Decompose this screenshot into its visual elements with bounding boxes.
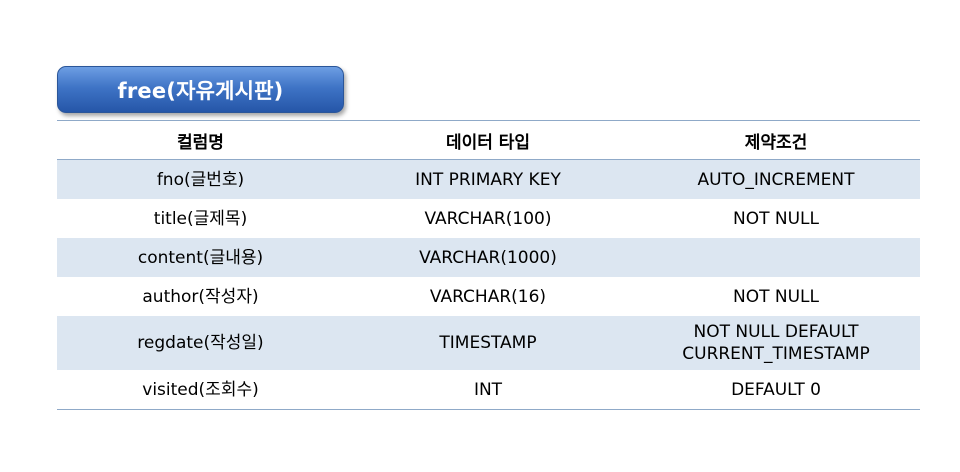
header-constraint: 제약조건: [632, 120, 920, 160]
table-row: fno(글번호) INT PRIMARY KEY AUTO_INCREMENT: [57, 159, 920, 199]
cell-column-name: title(글제목): [57, 199, 344, 238]
cell-constraint: DEFAULT 0: [632, 370, 920, 410]
cell-constraint: AUTO_INCREMENT: [632, 159, 920, 199]
header-row: 컬럼명 데이터 타입 제약조건: [57, 120, 920, 160]
cell-column-name: regdate(작성일): [57, 316, 344, 370]
table-title: free(자유게시판): [117, 78, 284, 103]
cell-data-type: VARCHAR(16): [344, 277, 632, 316]
cell-column-name: content(글내용): [57, 238, 344, 277]
table-title-banner: free(자유게시판): [57, 66, 344, 113]
constraint-line: AUTO_INCREMENT: [697, 169, 855, 190]
header-data-type: 데이터 타입: [344, 120, 632, 160]
cell-data-type: TIMESTAMP: [344, 316, 632, 370]
constraint-line: NOT NULL DEFAULT: [693, 322, 859, 342]
table-row: regdate(작성일) TIMESTAMP NOT NULL DEFAULT …: [57, 316, 920, 370]
table-row: author(작성자) VARCHAR(16) NOT NULL: [57, 277, 920, 316]
table-row: content(글내용) VARCHAR(1000): [57, 238, 920, 277]
cell-column-name: author(작성자): [57, 277, 344, 316]
table-row: visited(조회수) INT DEFAULT 0: [57, 370, 920, 410]
cell-data-type: VARCHAR(100): [344, 199, 632, 238]
cell-constraint: NOT NULL DEFAULT CURRENT_TIMESTAMP: [632, 316, 920, 370]
constraint-line: CURRENT_TIMESTAMP: [682, 344, 870, 364]
cell-column-name: visited(조회수): [57, 370, 344, 410]
constraint-line: NOT NULL: [733, 208, 819, 229]
schema-table: 컬럼명 데이터 타입 제약조건 fno(글번호) INT PRIMARY KEY…: [57, 120, 920, 410]
cell-constraint: NOT NULL: [632, 277, 920, 316]
cell-data-type: INT PRIMARY KEY: [344, 159, 632, 199]
table-row: title(글제목) VARCHAR(100) NOT NULL: [57, 199, 920, 238]
constraint-line: DEFAULT 0: [731, 379, 821, 400]
header-column-name: 컬럼명: [57, 120, 344, 160]
cell-data-type: INT: [344, 370, 632, 410]
cell-column-name: fno(글번호): [57, 159, 344, 199]
cell-constraint: NOT NULL: [632, 199, 920, 238]
cell-data-type: VARCHAR(1000): [344, 238, 632, 277]
cell-constraint: [632, 238, 920, 277]
constraint-line: NOT NULL: [733, 286, 819, 307]
